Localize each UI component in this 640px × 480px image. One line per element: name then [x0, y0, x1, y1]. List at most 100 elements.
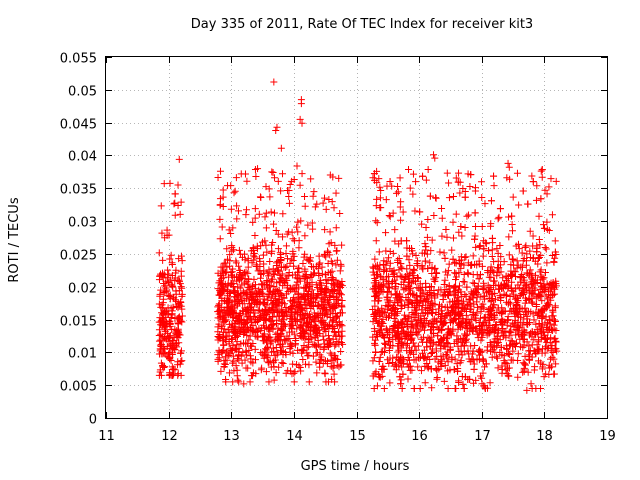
- data-point: [389, 209, 397, 217]
- data-point: [514, 373, 522, 381]
- data-point: [297, 310, 305, 318]
- data-point: [274, 266, 282, 274]
- data-point: [476, 322, 484, 330]
- data-point: [538, 173, 546, 181]
- data-point: [226, 289, 234, 297]
- data-point: [458, 307, 466, 315]
- data-point: [457, 223, 465, 231]
- data-point: [295, 237, 303, 245]
- data-point: [263, 343, 271, 351]
- data-point: [529, 232, 537, 240]
- data-point: [251, 214, 259, 222]
- data-point: [515, 245, 523, 253]
- data-point: [398, 329, 406, 337]
- data-point: [494, 215, 502, 223]
- data-point: [309, 263, 317, 271]
- data-point: [251, 253, 259, 261]
- data-point: [535, 291, 543, 299]
- data-point: [497, 343, 505, 351]
- data-point: [518, 249, 526, 257]
- data-point: [508, 278, 516, 286]
- data-point: [297, 367, 305, 375]
- data-point: [454, 178, 462, 186]
- data-point: [538, 307, 546, 315]
- data-point: [439, 296, 447, 303]
- x-tick-label: 12: [161, 429, 178, 444]
- data-point: [481, 363, 489, 371]
- data-point: [437, 342, 445, 350]
- data-point: [263, 248, 271, 256]
- data-point: [505, 328, 513, 336]
- data-point: [415, 302, 423, 310]
- data-point: [317, 356, 325, 364]
- data-point: [177, 198, 185, 206]
- data-point: [284, 288, 292, 296]
- data-point: [520, 326, 528, 334]
- y-tick-label: 0.03: [68, 216, 97, 231]
- data-point: [502, 282, 510, 290]
- data-point: [276, 341, 284, 349]
- data-point: [177, 267, 185, 275]
- data-point: [411, 278, 419, 286]
- data-point: [529, 277, 537, 285]
- data-point: [487, 222, 495, 230]
- data-point: [337, 320, 345, 328]
- data-point: [336, 210, 344, 218]
- data-point: [232, 362, 240, 370]
- data-point: [379, 331, 387, 339]
- data-point: [155, 249, 163, 257]
- y-tick-label: 0.045: [60, 118, 97, 133]
- data-point: [471, 209, 479, 217]
- y-tick-label: 0.015: [60, 315, 97, 330]
- data-point: [454, 336, 462, 344]
- data-point: [290, 294, 298, 302]
- data-point: [475, 243, 483, 251]
- data-point: [260, 309, 268, 317]
- data-point: [303, 349, 311, 357]
- data-point: [455, 312, 463, 320]
- data-point: [229, 378, 237, 386]
- data-point: [220, 357, 228, 365]
- data-point: [480, 283, 488, 291]
- data-point: [168, 336, 176, 344]
- data-point: [379, 260, 387, 268]
- data-point: [264, 296, 272, 304]
- data-point: [525, 347, 533, 355]
- data-point: [388, 279, 396, 287]
- data-point: [296, 312, 304, 320]
- data-point: [320, 326, 328, 334]
- data-point: [403, 252, 411, 260]
- data-point: [323, 312, 331, 320]
- data-point: [325, 195, 333, 203]
- data-point: [257, 366, 265, 374]
- data-point: [332, 189, 340, 197]
- data-point: [537, 333, 545, 341]
- data-point: [519, 359, 527, 367]
- data-point: [441, 362, 449, 370]
- data-point: [255, 324, 263, 332]
- data-point: [543, 280, 551, 288]
- data-point: [428, 323, 436, 331]
- data-point: [270, 363, 278, 371]
- data-point: [315, 271, 323, 279]
- data-point: [428, 236, 436, 244]
- data-point: [307, 322, 315, 330]
- data-point: [398, 320, 406, 328]
- data-point: [297, 217, 305, 225]
- data-point: [394, 342, 402, 350]
- data-point: [321, 293, 329, 301]
- data-point: [377, 204, 385, 212]
- data-point: [438, 318, 446, 326]
- data-point: [332, 293, 340, 301]
- data-point: [168, 282, 176, 290]
- data-point: [260, 352, 268, 360]
- data-point: [329, 173, 337, 181]
- data-point: [405, 300, 413, 308]
- data-point: [438, 326, 446, 334]
- data-point: [312, 349, 320, 357]
- data-point: [157, 330, 165, 338]
- data-point: [157, 286, 165, 294]
- data-point: [158, 272, 166, 280]
- data-point: [533, 325, 541, 333]
- data-point: [216, 215, 224, 223]
